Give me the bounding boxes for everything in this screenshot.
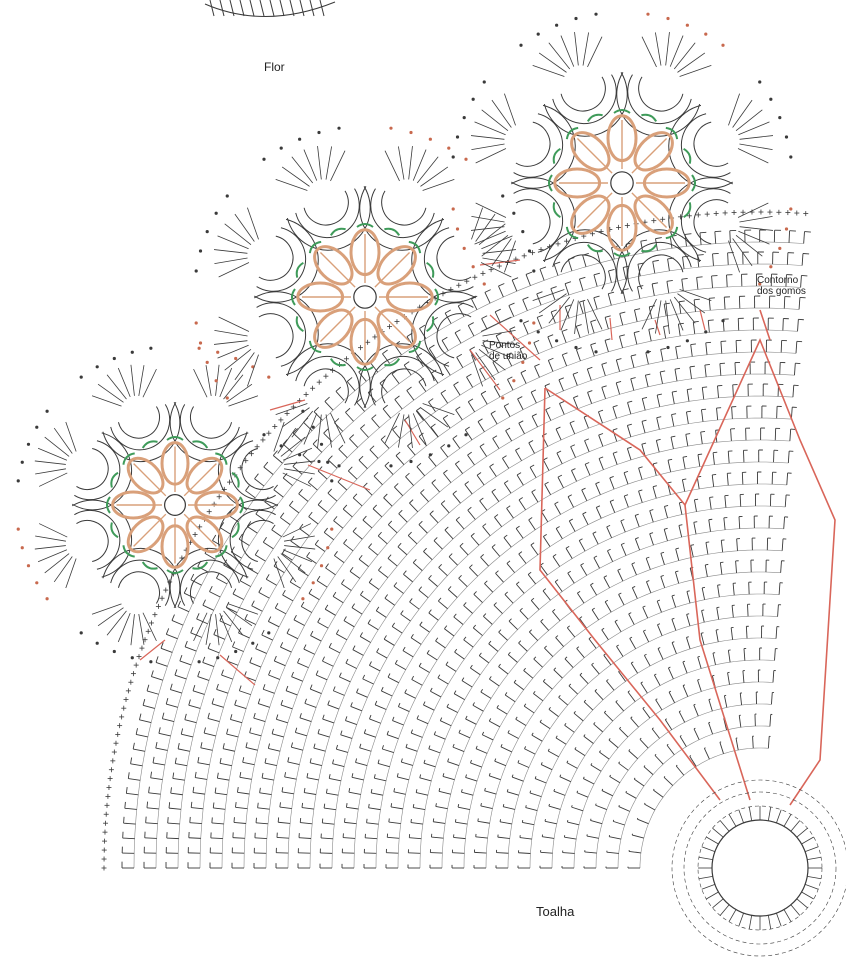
flower-petal bbox=[359, 343, 468, 468]
flower-petal bbox=[194, 291, 319, 400]
flower-petal bbox=[668, 177, 793, 286]
tablecloth-row bbox=[539, 647, 778, 869]
flower-partial-top bbox=[204, 0, 336, 17]
flower-petal bbox=[451, 80, 576, 189]
tablecloth-row bbox=[209, 317, 804, 869]
tablecloth-row bbox=[187, 295, 806, 869]
flower-petal bbox=[217, 409, 334, 511]
tablecloth-label: Toalha bbox=[536, 904, 575, 919]
flower-petal bbox=[79, 346, 181, 463]
flower-petal bbox=[451, 177, 576, 286]
segment-outline-lines bbox=[139, 259, 836, 806]
tablecloth-fan bbox=[101, 209, 811, 871]
flower-motifs bbox=[16, 12, 793, 664]
flower-petal bbox=[411, 194, 536, 303]
tablecloth-row bbox=[407, 515, 789, 869]
flower-petal bbox=[519, 12, 628, 137]
segment-outline-label: Contorno dos gomos bbox=[757, 275, 806, 297]
tablecloth-row bbox=[297, 405, 797, 869]
tablecloth-row bbox=[319, 427, 796, 869]
flower-middle bbox=[194, 126, 536, 468]
segment-outline-line-2: dos gomos bbox=[757, 286, 806, 297]
joining-points-label: Pontos de união bbox=[489, 340, 527, 362]
flower-petal bbox=[616, 12, 725, 137]
flower-petal bbox=[16, 409, 133, 511]
flower-petal bbox=[16, 499, 133, 601]
tablecloth-row bbox=[253, 361, 801, 869]
tablecloth-row bbox=[451, 559, 785, 869]
tablecloth-row bbox=[385, 493, 790, 869]
tablecloth-row bbox=[363, 471, 792, 869]
flower-petal bbox=[359, 126, 468, 251]
tablecloth-row bbox=[165, 273, 808, 869]
flower-petal bbox=[262, 126, 371, 251]
flower-petal bbox=[668, 80, 793, 189]
tablecloth-row bbox=[605, 713, 773, 869]
tablecloth-row bbox=[495, 603, 782, 869]
flower-label: Flor bbox=[264, 60, 285, 74]
tablecloth-center-ring bbox=[671, 779, 846, 957]
flower-petal bbox=[169, 547, 271, 664]
joining-points-line-2: de união bbox=[489, 351, 528, 362]
tablecloth-row bbox=[341, 449, 794, 869]
tablecloth-row bbox=[231, 339, 803, 869]
tablecloth-row bbox=[473, 581, 783, 869]
tablecloth-row bbox=[121, 229, 811, 869]
flower-right bbox=[451, 12, 793, 354]
tablecloth-row bbox=[517, 625, 780, 869]
flower-petal bbox=[262, 343, 371, 468]
tablecloth-row bbox=[429, 537, 787, 869]
tablecloth-row bbox=[561, 669, 776, 869]
tablecloth-row bbox=[627, 735, 771, 869]
tablecloth-row bbox=[143, 251, 810, 869]
joining-points-line-1: Pontos bbox=[489, 340, 521, 351]
tablecloth-edge bbox=[101, 209, 809, 871]
flower-petal bbox=[194, 194, 319, 303]
tablecloth-row bbox=[275, 383, 799, 869]
flower-left bbox=[16, 346, 334, 664]
tablecloth-row bbox=[583, 691, 775, 869]
segment-outline-line-1: Contorno bbox=[757, 275, 799, 286]
flower-petal bbox=[79, 547, 181, 664]
